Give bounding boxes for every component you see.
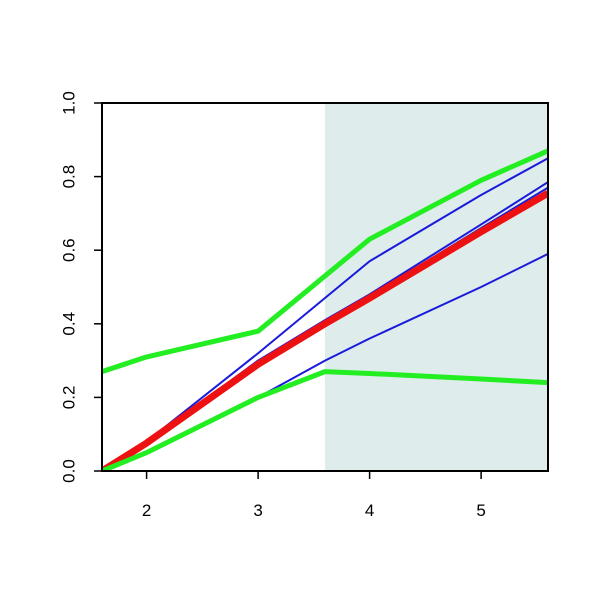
y-tick-label: 0.6 [59,238,78,262]
y-tick-label: 1.0 [59,91,78,115]
y-tick-label: 0.0 [59,459,78,483]
y-tick-label: 0.4 [59,312,78,336]
series-line [102,369,548,471]
plot-frame [101,102,549,472]
x-tick-label: 5 [476,501,485,520]
shade-region [325,103,548,471]
y-tick-label: 0.2 [59,386,78,410]
x-tick-label: 3 [253,501,262,520]
series-line [102,148,548,375]
x-tick-label: 4 [365,501,374,520]
series-line [102,190,548,471]
y-tick-label: 0.8 [59,165,78,189]
x-tick-label: 2 [142,501,151,520]
